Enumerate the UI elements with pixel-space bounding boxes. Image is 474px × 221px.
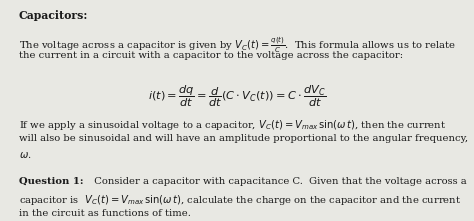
Text: in the circuit as functions of time.: in the circuit as functions of time. [19,209,191,218]
Text: will also be sinusoidal and will have an amplitude proportional to the angular f: will also be sinusoidal and will have an… [19,134,468,143]
Text: the current in a circuit with a capacitor to the voltage across the capacitor:: the current in a circuit with a capacito… [19,51,403,60]
Text: Question 1:: Question 1: [19,177,83,186]
Text: $i(t) = \dfrac{dq}{dt} = \dfrac{d}{dt}\left(C \cdot V_C(t)\right) = C \cdot \dfr: $i(t) = \dfrac{dq}{dt} = \dfrac{d}{dt}\l… [148,83,326,109]
Text: Consider a capacitor with capacitance C.  Given that the voltage across a: Consider a capacitor with capacitance C.… [88,177,466,186]
Text: capacitor is  $V_C(t) = V_{max}\,\sin(\omega\, t)$, calculate the charge on the : capacitor is $V_C(t) = V_{max}\,\sin(\om… [19,193,461,207]
Text: The voltage across a capacitor is given by $V_C(t) = \frac{q(t)}{C}$.  This form: The voltage across a capacitor is given … [19,35,456,55]
Text: Capacitors:: Capacitors: [19,10,88,21]
Text: $\omega$.: $\omega$. [19,150,32,160]
Text: If we apply a sinusoidal voltage to a capacitor, $V_C(t) = V_{max}\,\sin(\omega\: If we apply a sinusoidal voltage to a ca… [19,118,446,132]
